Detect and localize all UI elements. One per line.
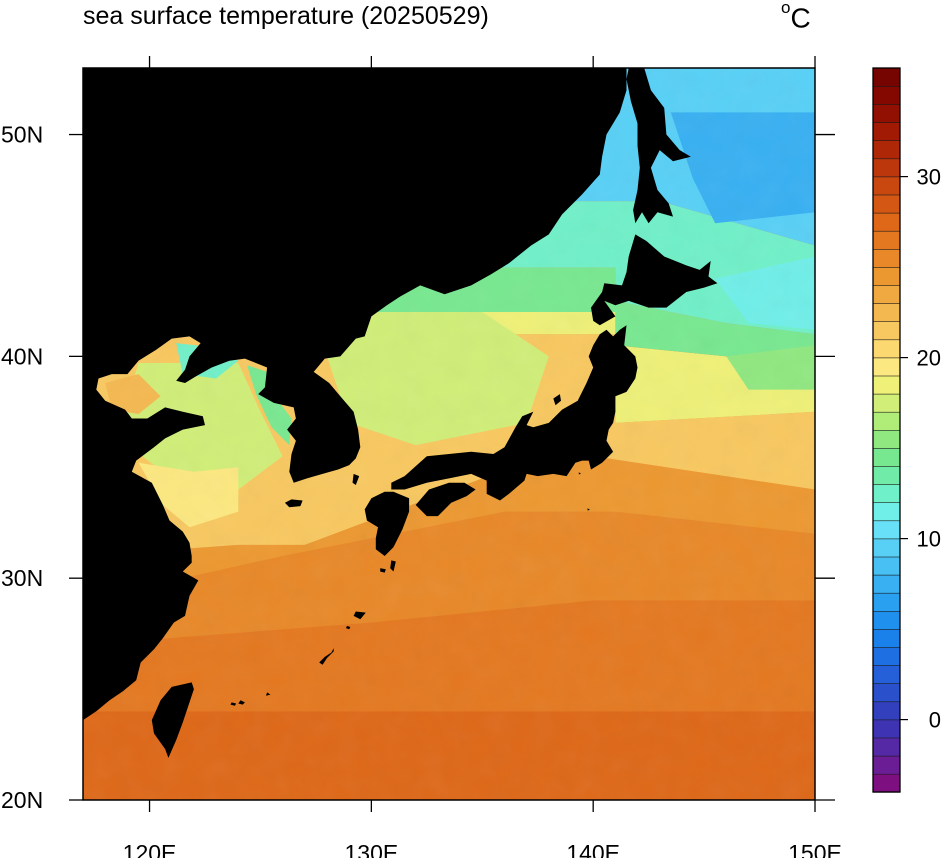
lon-label-150: 150E — [788, 840, 842, 858]
land-yakushima — [380, 568, 386, 573]
colorbar-swatch-4 — [872, 701, 901, 721]
colorbar-swatch-26 — [872, 302, 901, 322]
unit-label: oC — [781, 0, 811, 34]
colorbar-swatch-33 — [872, 176, 901, 196]
colorbar-swatch-29 — [872, 248, 901, 268]
land-tsushima — [352, 473, 360, 485]
colorbar-swatch-6 — [872, 664, 901, 684]
colorbar-label-20: 20 — [917, 346, 941, 371]
land-tanegashima — [390, 560, 396, 572]
land-ishigaki — [238, 700, 245, 705]
colorbar-swatch-37 — [872, 103, 901, 123]
land-shikoku — [415, 482, 476, 517]
colorbar: 0 10 20 30 — [872, 67, 941, 793]
land-hokkaido — [591, 234, 718, 326]
lat-label-40: 40N — [1, 343, 43, 369]
land-okinawa — [319, 648, 334, 665]
colorbar-swatch-5 — [872, 683, 901, 703]
land-iriomote — [230, 702, 237, 706]
land-miyako — [266, 692, 271, 696]
colorbar-swatch-8 — [872, 628, 901, 648]
lat-label-30: 30N — [1, 565, 43, 591]
colorbar-swatch-35 — [872, 140, 901, 160]
colorbar-swatch-28 — [872, 266, 901, 286]
land-mainland — [83, 68, 627, 721]
land-sakhalin — [626, 68, 691, 224]
land-layer — [83, 68, 718, 758]
colorbar-swatch-16 — [872, 483, 901, 503]
colorbar-swatch-22 — [872, 375, 901, 395]
colorbar-swatch-2 — [872, 737, 901, 757]
colorbar-swatch-13 — [872, 538, 901, 558]
colorbar-swatch-21 — [872, 393, 901, 413]
land-hachijo — [587, 508, 590, 511]
land-taiwan — [151, 682, 194, 758]
colorbar-swatch-12 — [872, 556, 901, 576]
colorbar-label-10: 10 — [917, 527, 941, 552]
colorbar-swatch-34 — [872, 158, 901, 178]
lon-label-130: 130E — [345, 840, 399, 858]
lon-label-140: 140E — [566, 840, 620, 858]
colorbar-swatch-19 — [872, 429, 901, 449]
colorbar-swatch-32 — [872, 194, 901, 214]
land-oshima — [578, 472, 581, 475]
land-amami — [353, 611, 366, 620]
colorbar-swatch-39 — [872, 67, 901, 87]
land-kyushu — [364, 491, 410, 556]
colorbar-swatch-30 — [872, 230, 901, 250]
colorbar-swatch-27 — [872, 284, 901, 304]
colorbar-swatch-24 — [872, 339, 901, 359]
colorbar-swatch-3 — [872, 719, 901, 739]
colorbar-swatch-11 — [872, 574, 901, 594]
map-area — [83, 68, 815, 800]
lon-label-120: 120E — [123, 840, 177, 858]
map-axes: 120E 130E 140E 150E 20N 30N 40N 50N — [1, 56, 842, 858]
colorbar-swatch-36 — [872, 122, 901, 142]
land-sado — [553, 394, 561, 406]
colorbar-swatch-23 — [872, 357, 901, 377]
colorbar-swatch-31 — [872, 212, 901, 232]
colorbar-swatch-10 — [872, 592, 901, 612]
colorbar-swatch-7 — [872, 646, 901, 666]
map-title: sea surface temperature (20250529) — [83, 2, 489, 30]
colorbar-swatch-38 — [872, 85, 901, 105]
colorbar-label-30: 30 — [917, 165, 941, 190]
colorbar-swatch-15 — [872, 502, 901, 522]
land-tokunoshima — [345, 625, 351, 630]
colorbar-swatch-14 — [872, 520, 901, 540]
degree-symbol: o — [781, 0, 791, 17]
colorbar-swatch-20 — [872, 411, 901, 431]
colorbar-label-0: 0 — [929, 708, 941, 733]
colorbar-frame — [872, 67, 901, 793]
map-frame — [82, 67, 816, 801]
colorbar-swatch-17 — [872, 465, 901, 485]
lat-label-20: 20N — [1, 787, 43, 813]
land-jeju — [284, 499, 303, 508]
land-honshu — [391, 325, 638, 501]
colorbar-swatch-18 — [872, 447, 901, 467]
colorbar-swatch-1 — [872, 755, 901, 775]
unit-letter: C — [790, 2, 811, 34]
colorbar-swatch-25 — [872, 321, 901, 341]
colorbar-swatch-0 — [872, 773, 901, 793]
colorbar-swatch-9 — [872, 610, 901, 630]
lat-label-50: 50N — [1, 122, 43, 148]
